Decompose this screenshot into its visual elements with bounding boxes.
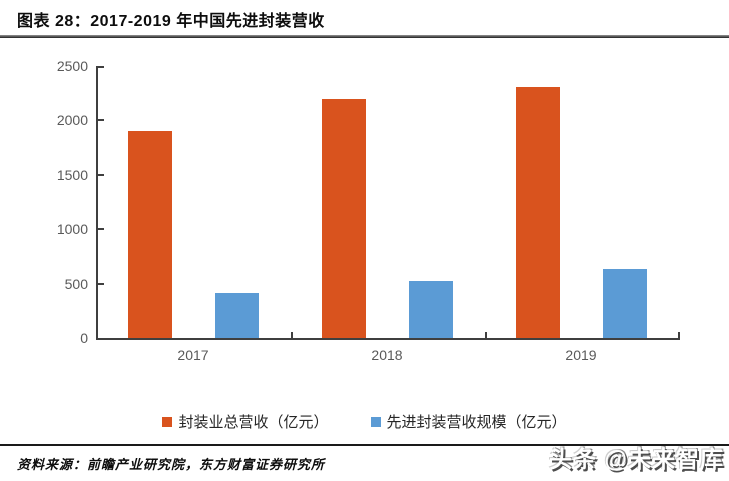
footer-divider-line — [0, 444, 729, 446]
y-axis-label: 500 — [64, 275, 88, 292]
x-axis-tick — [485, 332, 487, 338]
y-axis-tick — [98, 228, 104, 231]
x-axis-label-2018: 2018 — [371, 347, 403, 363]
bar-2019-series2 — [603, 269, 647, 338]
legend-label-total-revenue: 封装业总营收（亿元） — [178, 414, 329, 431]
title-divider-line — [0, 35, 729, 38]
bar-2018-series1 — [322, 98, 366, 338]
chart-legend: 封装业总营收（亿元） 先进封装营收规模（亿元） — [0, 411, 729, 432]
bar-2017-series1 — [128, 131, 172, 338]
y-axis-tick — [98, 173, 104, 176]
y-axis-label: 2500 — [56, 58, 88, 74]
figure-title: 图表 28：2017-2019 年中国先进封装营收 — [17, 13, 325, 30]
source-attribution: 资料来源：前瞻产业研究院，东方财富证券研究所 — [17, 457, 326, 472]
y-axis-label: 2000 — [56, 112, 88, 129]
legend-label-advanced-packaging: 先进封装营收规模（亿元） — [386, 414, 567, 431]
y-axis-label: 0 — [80, 330, 88, 346]
legend-item-advanced-packaging: 先进封装营收规模（亿元） — [370, 411, 567, 432]
y-axis-tick — [98, 119, 104, 122]
y-axis-tick — [98, 282, 104, 285]
y-axis-label: 1000 — [56, 221, 88, 238]
y-axis-tick — [98, 66, 104, 68]
legend-item-total-revenue: 封装业总营收（亿元） — [162, 411, 329, 432]
bar-2017-series2 — [215, 293, 259, 338]
bar-2018-series2 — [409, 281, 453, 338]
y-axis-label: 1500 — [56, 166, 88, 183]
watermark-toutiao: 头条 @未来智库 — [549, 446, 724, 472]
x-axis-label-2019: 2019 — [565, 347, 597, 363]
x-axis-label-2017: 2017 — [177, 347, 209, 363]
legend-swatch-orange — [162, 416, 173, 427]
plot-area — [96, 66, 680, 340]
legend-swatch-blue — [370, 416, 381, 427]
x-axis-tick — [291, 332, 293, 338]
bar-2019-series1 — [516, 86, 560, 338]
x-axis-tick — [678, 332, 680, 338]
